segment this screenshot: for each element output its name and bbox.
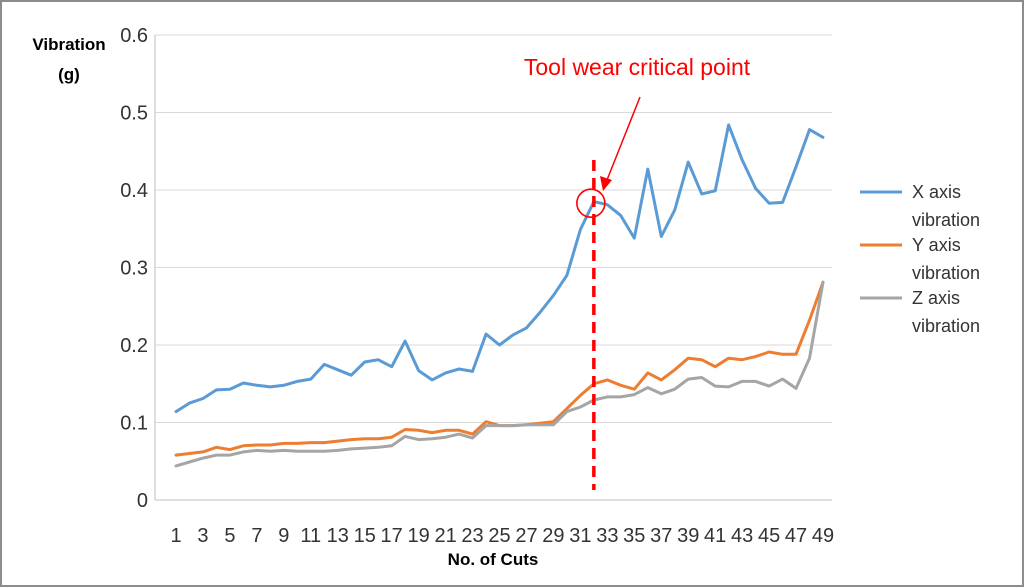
annotation-arrowhead [600,176,612,191]
x-tick-label: 43 [731,525,753,547]
x-tick-label: 39 [677,525,699,547]
legend-label-line: X axis [912,182,961,202]
y-axis-title-line: Vibration [32,35,105,54]
x-tick-label: 3 [197,525,208,547]
x-tick-label: 29 [542,525,564,547]
x-tick-label: 9 [278,525,289,547]
series-line-y [174,280,825,457]
x-tick-label: 31 [569,525,591,547]
axes: 00.10.20.30.40.50.61 3 5 7 9 11 13 15 17 19 21 23 25… [32,25,834,569]
y-axis-title-line: (g) [58,65,80,84]
x-tick-label: 27 [515,525,537,547]
x-tick-label: 33 [596,525,618,547]
x-tick-label: 35 [623,525,645,547]
series-line-z [174,280,825,468]
x-tick-label: 5 [224,525,235,547]
legend-label-line: vibration [912,263,980,283]
annotation-label: Tool wear critical point [524,54,751,80]
y-tick-label: 0.1 [120,413,148,435]
x-tick-label: 21 [434,525,456,547]
x-tick-label: 47 [785,525,807,547]
legend-label-line: Y axis [912,235,961,255]
x-tick-label: 15 [354,525,376,547]
series-lines [174,123,825,468]
y-tick-label: 0.6 [120,25,148,47]
legend-label-line: vibration [912,316,980,336]
legend-label: Z axis vibration [912,288,980,336]
legend: X axis vibration Y axis vibration Z axis vibr… [860,182,980,336]
x-tick-label: 1 [170,525,181,547]
annotation-arrow-shaft [606,96,641,181]
x-tick-label: 13 [327,525,349,547]
legend-label: X axis vibration [912,182,980,230]
y-axis-title: Vibration (g) [32,35,105,84]
x-tick-label: 49 [812,525,834,547]
x-tick-label: 45 [758,525,780,547]
y-tick-label: 0.2 [120,335,148,357]
y-tick-label: 0.3 [120,258,148,280]
series-line-x [174,123,825,414]
annotation: Tool wear critical point [524,54,751,490]
gridlines [155,34,832,423]
y-tick-label: 0.5 [120,103,148,125]
legend-label-line: vibration [912,210,980,230]
x-tick-label: 37 [650,525,672,547]
x-tick-label: 17 [381,525,403,547]
y-tick-label: 0.4 [120,180,148,202]
x-tick-label: 19 [408,525,430,547]
x-tick-label: 25 [488,525,510,547]
critical-point-circle [576,188,606,218]
legend-label: Y axis vibration [912,235,980,283]
x-axis-title: No. of Cuts [448,550,539,569]
x-tick-label: 11 [300,525,321,547]
x-tick-label: 7 [251,525,262,547]
x-tick-label: 23 [461,525,483,547]
x-tick-label: 41 [704,525,726,547]
y-tick-label: 0 [137,490,148,512]
legend-label-line: Z axis [912,288,960,308]
